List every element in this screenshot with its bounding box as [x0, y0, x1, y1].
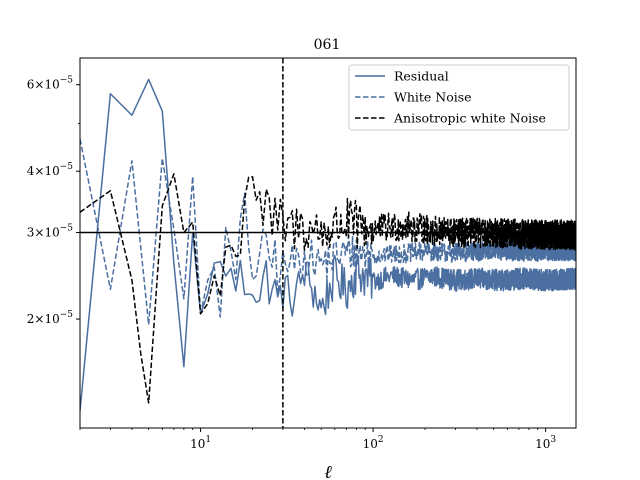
x-tick-label: 101 [190, 435, 211, 451]
y-tick-label: 2×10−5 [27, 310, 74, 326]
series-line-2 [80, 138, 576, 326]
y-tick-label: 4×10−5 [27, 162, 74, 178]
reference-layer [80, 58, 576, 428]
legend-label: Anisotropic white Noise [393, 111, 546, 126]
x-tick-label: 103 [535, 435, 556, 451]
legend: Residual White Noise Anisotropic white Noi… [348, 64, 570, 131]
legend-label: Residual [394, 69, 449, 84]
x-tick-label: 102 [363, 435, 384, 451]
chart-title: 061 [314, 37, 341, 53]
series-layer [80, 78, 576, 412]
series-line-3 [80, 173, 576, 404]
legend-label: White Noise [394, 90, 472, 105]
plot-frame [79, 57, 577, 429]
legend-box [348, 64, 570, 131]
y-axis: 2×10−5 3×10−5 4×10−5 6×10−5 [27, 76, 80, 326]
x-axis: 101 102 103 [79, 428, 556, 451]
x-axis-label: ℓ [324, 462, 332, 480]
series-line-1 [80, 78, 576, 412]
y-tick-label: 3×10−5 [27, 224, 74, 240]
y-tick-label: 6×10−5 [27, 76, 74, 92]
